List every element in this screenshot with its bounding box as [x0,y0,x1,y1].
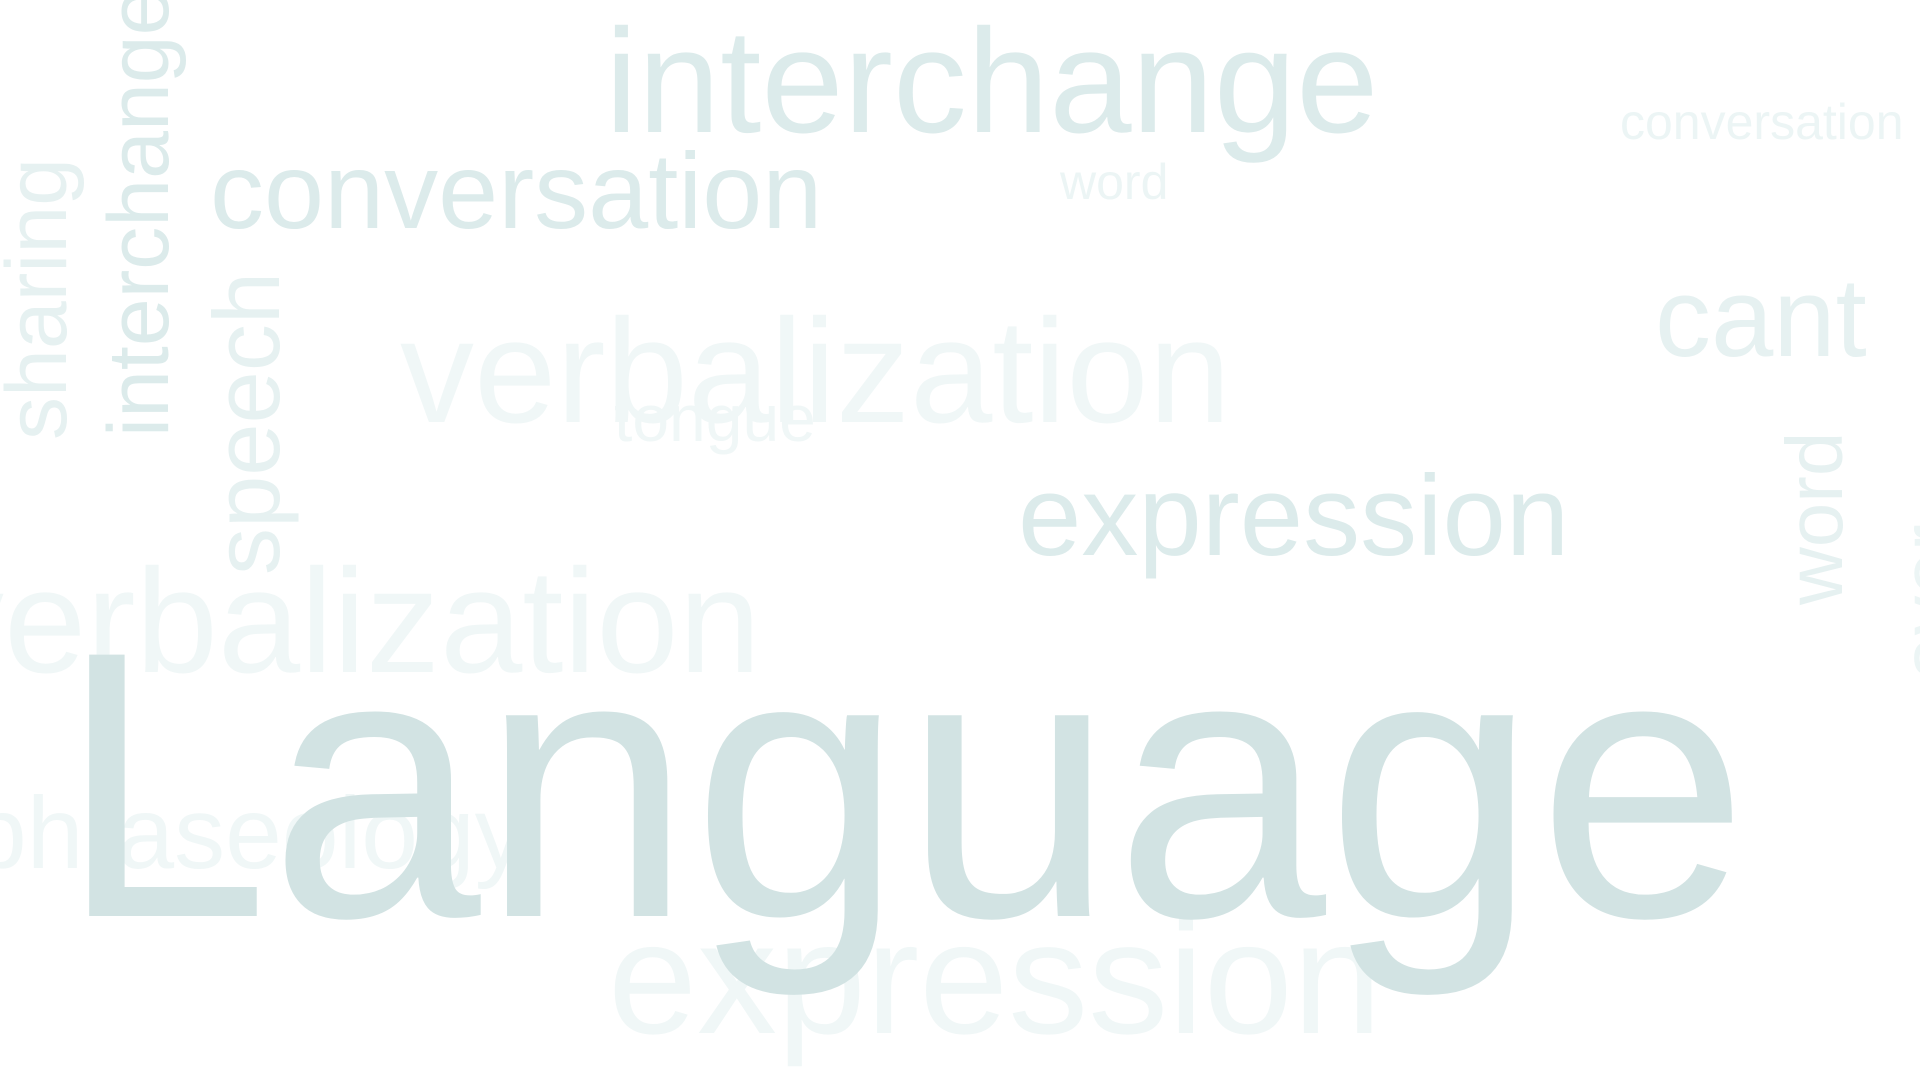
word-word-top: word [1060,154,1169,210]
word-language-main: Language [58,572,1749,997]
word-expression-middle: expression [1018,453,1570,580]
word-verbalization-center: verbalization [400,289,1231,454]
word-conversation-left: conversation [210,130,823,251]
word-tongue: tongue [614,381,816,455]
word-edge-vertical: aver [1885,524,1920,680]
word-conversation-right: conversation [1620,94,1904,150]
word-cant: cant [1655,255,1867,380]
word-expression-bottom: expression [608,888,1382,1067]
word-interchange-top: interchange [605,0,1379,164]
word-verbalization-left: verbalization [0,539,761,704]
word-interchange-vertical: interchange [91,0,187,437]
word-phraseology: phraseology [0,776,526,890]
word-word-vertical: word [1770,431,1859,605]
word-speech-vertical: speech [194,271,299,575]
word-sharing-vertical: sharing [0,157,85,440]
